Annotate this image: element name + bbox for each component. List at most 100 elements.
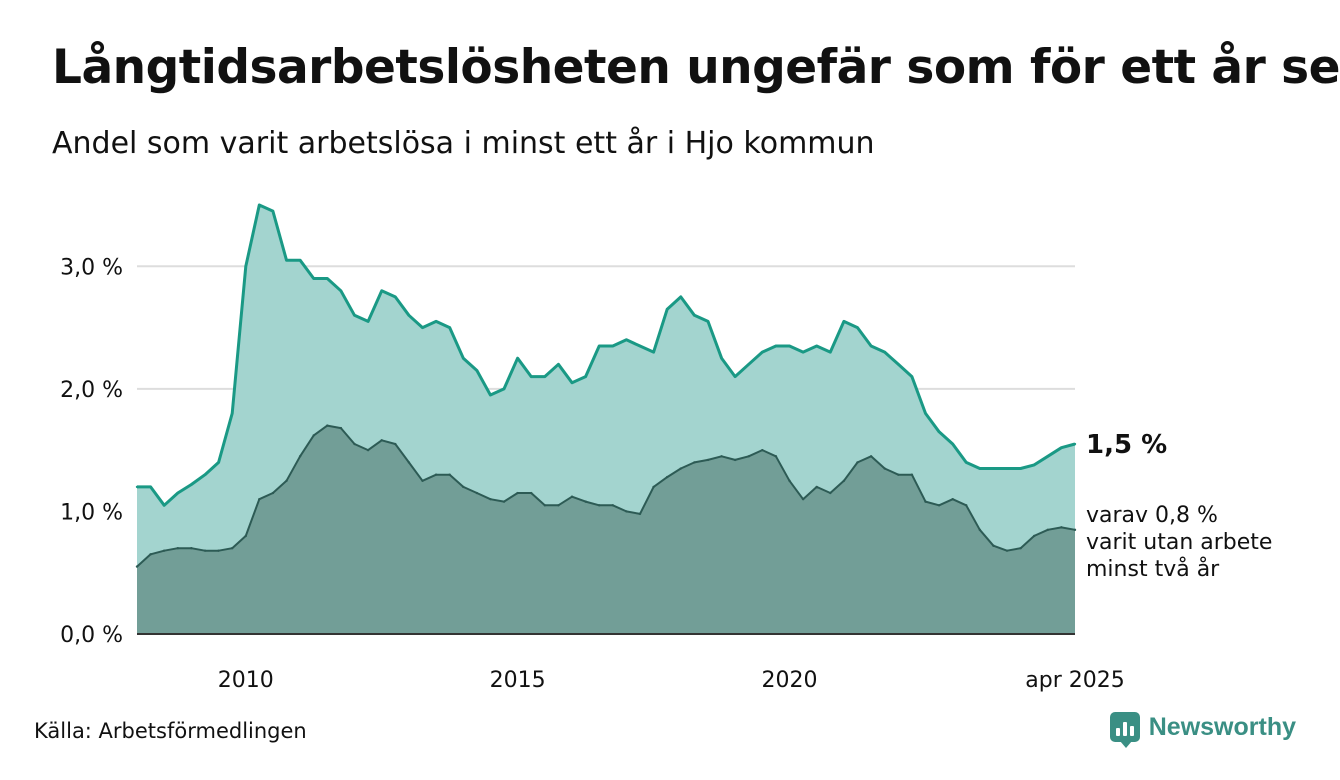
series-line-two_year	[136, 424, 1076, 568]
data-point-total	[856, 326, 859, 329]
data-point-two_year	[434, 473, 438, 476]
data-point-total	[339, 289, 343, 292]
data-point-two_year	[530, 491, 533, 495]
end-label-two-year: minst två år	[1086, 556, 1220, 582]
data-point-two_year	[312, 434, 315, 437]
data-point-total	[448, 326, 451, 329]
data-point-two_year	[801, 497, 805, 501]
data-point-total	[584, 375, 587, 378]
data-point-total	[1033, 463, 1036, 467]
data-point-total	[543, 375, 547, 378]
data-point-two_year	[679, 467, 682, 470]
data-point-total	[1060, 446, 1063, 449]
data-point-two_year	[611, 504, 614, 507]
data-point-two_year	[190, 547, 193, 550]
data-point-two_year	[1019, 547, 1022, 550]
data-point-two_year	[638, 512, 642, 516]
data-point-two_year	[285, 479, 288, 482]
data-point-total	[706, 320, 710, 323]
data-point-total	[326, 277, 329, 280]
data-point-total	[394, 295, 397, 299]
bar-chart-icon	[1109, 712, 1140, 748]
data-point-total	[407, 314, 411, 317]
data-point-two_year	[747, 455, 750, 458]
data-point-two_year	[1046, 528, 1050, 532]
data-point-total	[434, 320, 438, 323]
data-point-two_year	[1060, 526, 1063, 529]
data-point-total	[570, 381, 574, 384]
data-point-total	[475, 369, 479, 372]
data-point-two_year	[448, 473, 451, 476]
data-point-total	[869, 344, 873, 348]
data-point-two_year	[339, 426, 343, 430]
data-point-total	[910, 375, 914, 378]
data-point-total	[625, 338, 628, 342]
data-point-two_year	[924, 500, 927, 503]
data-point-total	[638, 344, 642, 348]
y-tick-label: 3,0 %	[60, 255, 123, 280]
data-point-two_year	[829, 491, 832, 495]
data-point-two_year	[462, 485, 465, 489]
data-point-total	[611, 344, 614, 348]
data-point-two_year	[720, 455, 723, 458]
data-point-two_year	[856, 461, 859, 464]
data-point-total	[489, 393, 492, 397]
data-point-two_year	[217, 549, 220, 552]
data-point-total	[1073, 442, 1077, 446]
data-point-two_year	[883, 467, 886, 470]
data-point-two_year	[625, 510, 628, 513]
data-point-total	[693, 314, 696, 317]
data-point-two_year	[897, 473, 900, 476]
data-point-two_year	[910, 473, 914, 476]
data-point-two_year	[992, 544, 995, 547]
brand-logo: Newsworthy	[1109, 712, 1296, 748]
data-point-two_year	[706, 458, 710, 462]
data-point-total	[733, 375, 737, 378]
data-point-total	[502, 387, 506, 391]
data-point-total	[258, 203, 261, 207]
data-point-two_year	[965, 504, 968, 507]
data-point-total	[883, 350, 886, 354]
data-point-total	[924, 412, 927, 415]
data-point-two_year	[815, 485, 818, 489]
data-point-two_year	[244, 534, 247, 538]
data-point-total	[1005, 467, 1009, 470]
data-point-two_year	[394, 442, 397, 446]
data-point-total	[353, 314, 356, 317]
data-point-total	[366, 320, 370, 323]
data-point-two_year	[162, 549, 166, 552]
brand-name: Newsworthy	[1148, 712, 1296, 741]
data-point-total	[516, 357, 519, 360]
data-point-total	[761, 350, 764, 354]
data-point-total	[285, 258, 288, 262]
data-point-total	[951, 442, 954, 446]
data-point-total	[720, 357, 723, 360]
data-point-two_year	[774, 455, 778, 458]
data-point-two_year	[543, 504, 547, 507]
data-point-total	[978, 467, 982, 470]
data-point-two_year	[353, 442, 356, 446]
data-point-two_year	[421, 479, 424, 482]
data-point-total	[897, 363, 900, 366]
data-point-total	[244, 265, 247, 268]
data-point-total	[598, 344, 601, 348]
data-point-two_year	[937, 504, 941, 507]
data-point-total	[801, 350, 805, 354]
data-point-total	[462, 357, 465, 360]
data-point-two_year	[271, 491, 275, 495]
data-point-two_year	[230, 547, 234, 550]
data-point-total	[271, 209, 275, 213]
data-point-total	[149, 485, 152, 489]
data-point-total	[965, 461, 968, 464]
data-point-two_year	[149, 553, 152, 556]
data-point-two_year	[407, 461, 411, 464]
data-point-two_year	[665, 475, 669, 479]
line-layer	[135, 203, 1077, 635]
data-point-two_year	[652, 485, 655, 489]
data-point-two_year	[135, 565, 139, 568]
data-point-two_year	[489, 497, 492, 501]
data-point-total	[162, 504, 166, 507]
data-point-total	[217, 461, 220, 464]
x-tick-label: apr 2025	[1025, 668, 1124, 693]
